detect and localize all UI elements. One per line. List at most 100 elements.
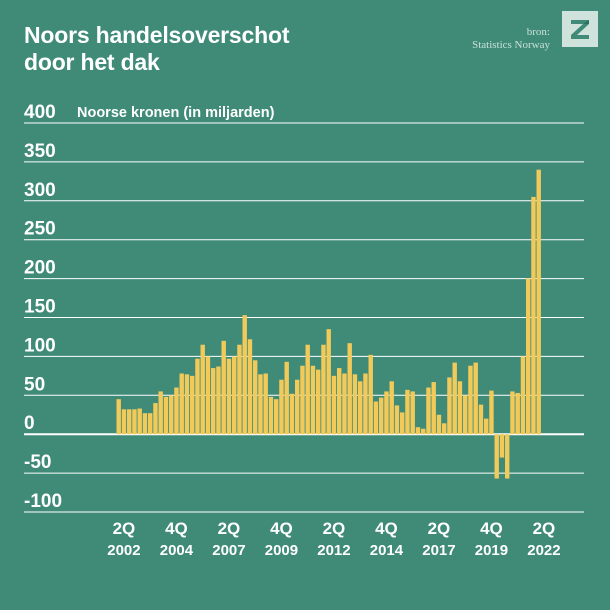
bar: [163, 396, 169, 435]
bar: [184, 374, 190, 435]
x-tick-year: 2009: [265, 542, 298, 559]
bar: [268, 396, 274, 435]
y-tick-label: 150: [24, 297, 56, 318]
bar: [494, 434, 499, 479]
bar: [221, 340, 226, 435]
y-tick-label: 200: [24, 258, 56, 279]
z-logo-glyph: [571, 20, 589, 39]
y-tick-label: -100: [24, 491, 62, 512]
bar: [169, 395, 174, 435]
x-tick-quarter: 2Q: [428, 519, 451, 538]
bar: [190, 375, 195, 435]
y-tick-label: 400: [24, 102, 56, 123]
bar: [263, 373, 268, 435]
x-tick-year: 2019: [475, 542, 508, 559]
x-tick-year: 2004: [160, 542, 194, 559]
bar: [237, 344, 242, 435]
x-tick-quarter: 4Q: [375, 519, 398, 538]
x-tick-quarter: 2Q: [113, 519, 136, 538]
bar: [415, 427, 421, 435]
bar: [426, 387, 431, 435]
bar: [321, 344, 326, 435]
bar: [137, 408, 142, 435]
y-tick-label: 350: [24, 141, 56, 162]
bar: [279, 379, 284, 435]
x-tick-year: 2022: [527, 542, 560, 559]
bar: [284, 361, 289, 435]
bar: [295, 379, 300, 435]
y-tick-label: 100: [24, 335, 56, 356]
bar: [242, 315, 247, 435]
bar: [394, 405, 400, 435]
bar: [384, 391, 389, 435]
bar: [142, 413, 148, 435]
bar: [337, 368, 342, 435]
bar: [368, 354, 373, 435]
bar: [478, 404, 484, 435]
y-axis-label: Noorse kronen (in miljarden): [77, 105, 275, 121]
bar: [421, 428, 426, 435]
bar: [436, 414, 442, 435]
bar: [526, 278, 531, 435]
z-logo-icon: [562, 11, 598, 47]
bar: [452, 362, 457, 435]
x-tick-year: 2012: [317, 542, 350, 559]
bar: [331, 375, 337, 435]
bar: [158, 391, 163, 435]
bar: [127, 409, 132, 435]
x-tick-quarter: 2Q: [533, 519, 556, 538]
bar: [153, 403, 158, 435]
bar: [410, 391, 415, 435]
bar: [489, 390, 494, 435]
bar: [531, 196, 536, 435]
x-tick-year: 2002: [107, 542, 140, 559]
bar: [468, 365, 473, 435]
bar: [510, 391, 515, 435]
title-line-1: Noors handelsoverschot: [24, 22, 290, 48]
y-tick-label: 50: [24, 374, 45, 395]
bar: [326, 329, 331, 435]
bar: [247, 339, 253, 435]
source-label: bron:: [526, 26, 550, 38]
bar: [363, 373, 368, 435]
bar: [400, 412, 405, 435]
bar: [316, 369, 321, 435]
bar: [389, 381, 394, 435]
bar: [484, 418, 489, 435]
bar: [200, 344, 205, 435]
bar: [463, 395, 468, 435]
bar: [405, 389, 410, 435]
x-tick-year: 2017: [422, 542, 455, 559]
bar: [447, 377, 452, 435]
bar: [148, 413, 153, 435]
source-name: Statistics Norway: [472, 39, 550, 51]
bar: [379, 397, 384, 435]
x-tick-quarter: 4Q: [480, 519, 503, 538]
bar: [305, 344, 310, 435]
bar: [347, 343, 352, 435]
bar: [216, 366, 221, 435]
x-tick-year: 2007: [212, 542, 245, 559]
bar: [520, 356, 526, 435]
bar: [310, 365, 316, 435]
bar: [132, 409, 137, 435]
x-tick-quarter: 4Q: [165, 519, 188, 538]
bar: [116, 399, 121, 435]
x-tick-quarter: 2Q: [218, 519, 241, 538]
y-tick-label: -50: [24, 452, 51, 473]
bar: [515, 392, 520, 435]
bar: [499, 434, 505, 458]
bar: [342, 373, 347, 435]
bar: [258, 374, 263, 435]
y-tick-label: 250: [24, 219, 56, 240]
bar: [473, 362, 478, 435]
bar: [205, 356, 211, 435]
chart-title: Noors handelsoverschot door het dak: [24, 22, 424, 76]
bar: [211, 368, 216, 435]
bar: [457, 381, 463, 435]
bar: [300, 365, 305, 435]
bar: [174, 387, 179, 435]
bar: [431, 382, 436, 435]
bar: [358, 381, 363, 435]
